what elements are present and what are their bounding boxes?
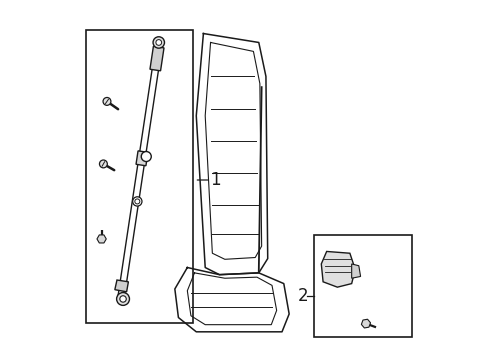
Polygon shape <box>97 235 106 243</box>
Circle shape <box>120 296 126 302</box>
Bar <box>313 235 411 337</box>
Polygon shape <box>321 251 354 287</box>
Circle shape <box>153 37 164 48</box>
Polygon shape <box>351 264 360 278</box>
Text: 1: 1 <box>210 171 221 189</box>
Polygon shape <box>115 280 128 292</box>
Text: 2: 2 <box>298 287 308 305</box>
Polygon shape <box>136 151 148 166</box>
Circle shape <box>99 160 107 168</box>
Circle shape <box>156 40 162 45</box>
Polygon shape <box>361 319 370 328</box>
Bar <box>85 30 192 323</box>
Circle shape <box>116 293 129 305</box>
Circle shape <box>141 152 151 162</box>
Circle shape <box>132 197 142 206</box>
Circle shape <box>135 199 140 204</box>
Polygon shape <box>150 46 163 71</box>
Circle shape <box>103 98 111 105</box>
